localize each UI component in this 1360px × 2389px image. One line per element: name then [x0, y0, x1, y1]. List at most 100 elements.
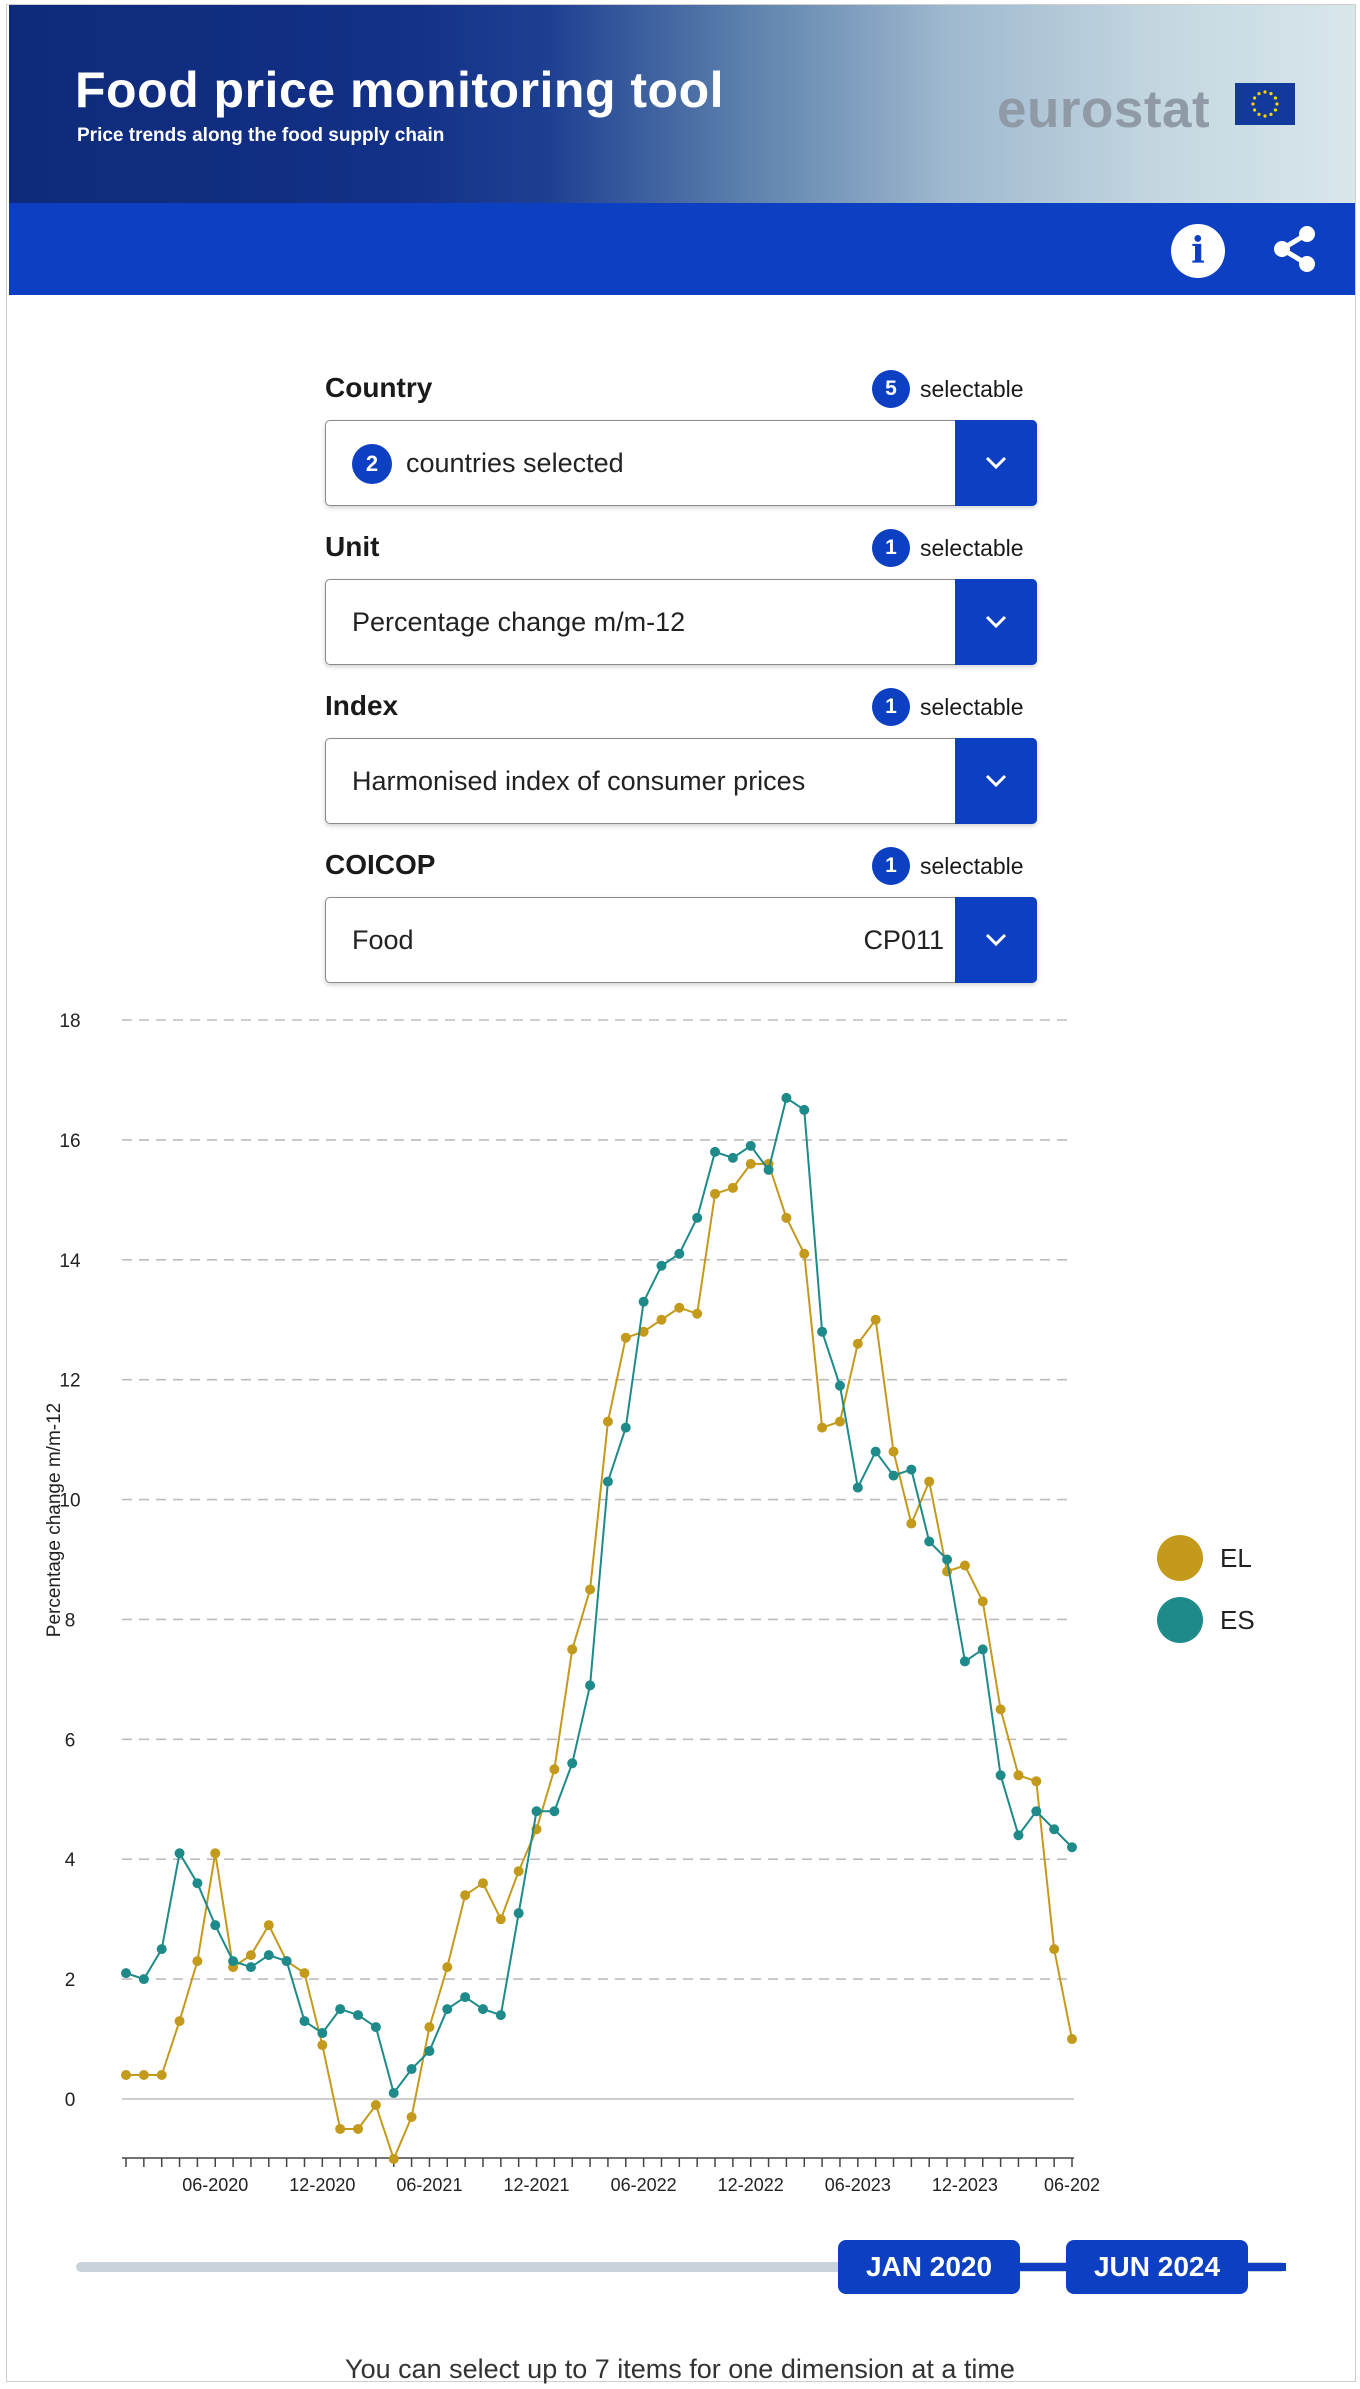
index-dropdown[interactable]: Harmonised index of consumer prices — [325, 738, 1037, 824]
data-point-EL — [852, 1338, 863, 1349]
data-point-EL — [424, 2022, 435, 2033]
timeline-end-button[interactable]: JUN 2024 — [1066, 2240, 1248, 2294]
data-point-ES — [656, 1260, 667, 1271]
data-point-EL — [263, 1920, 274, 1931]
data-point-EL — [1049, 1944, 1060, 1955]
data-point-ES — [710, 1146, 721, 1157]
index-label: Index — [325, 690, 399, 721]
coicop-code: CP011 — [863, 925, 944, 955]
country-selectable-text: selectable — [920, 376, 1024, 402]
data-point-EL — [656, 1314, 667, 1325]
data-point-EL — [388, 2153, 399, 2164]
chevron-down-icon[interactable] — [955, 420, 1037, 506]
x-tick-label: 06-2023 — [825, 2175, 891, 2195]
x-tick-label: 06-2020 — [182, 2175, 248, 2195]
y-tick-label: 10 — [59, 1491, 80, 1512]
data-point-EL — [1013, 1770, 1024, 1781]
data-point-ES — [977, 1644, 988, 1655]
data-point-ES — [924, 1536, 935, 1547]
data-point-ES — [942, 1554, 953, 1565]
data-point-ES — [263, 1950, 274, 1961]
x-tick-label: 12-2020 — [289, 2175, 355, 2195]
data-point-EL — [460, 1890, 471, 1901]
data-point-EL — [317, 2040, 328, 2051]
y-tick-label: 0 — [65, 2090, 76, 2111]
app-frame: Food price monitoring tool Price trends … — [6, 4, 1356, 2382]
data-point-ES — [460, 1992, 471, 2003]
data-point-ES — [353, 2010, 364, 2021]
info-icon[interactable]: i — [1171, 224, 1225, 278]
data-point-EL — [567, 1644, 578, 1655]
line-chart: Percentage change m/m-12 0 2 4 6 8 10 12 14 16 18… — [44, 1011, 1255, 2195]
data-point-ES — [424, 2046, 435, 2057]
data-point-ES — [442, 2004, 453, 2015]
data-point-EL — [245, 1950, 256, 1961]
data-point-EL — [602, 1416, 613, 1427]
data-point-EL — [442, 1962, 453, 1973]
data-point-ES — [727, 1152, 738, 1163]
x-tick-label: 06-202 — [1044, 2175, 1100, 2195]
data-point-EL — [745, 1158, 756, 1169]
legend-marker-EL — [1157, 1535, 1203, 1581]
unit-dropdown-value: Percentage change m/m-12 — [352, 607, 686, 637]
header-toolbar — [9, 203, 1355, 295]
data-point-ES — [245, 1962, 256, 1973]
index-selectable-count: 1 — [872, 688, 910, 726]
data-point-EL — [710, 1188, 721, 1199]
unit-dropdown[interactable]: Percentage change m/m-12 — [325, 579, 1037, 665]
data-point-ES — [1067, 1842, 1077, 1853]
x-tick-label: 12-2022 — [718, 2175, 784, 2195]
data-point-ES — [281, 1956, 292, 1967]
data-point-EL — [834, 1416, 845, 1427]
share-icon[interactable] — [1267, 221, 1323, 277]
y-tick-label: 16 — [59, 1131, 80, 1152]
eurostat-logo[interactable]: eurostat — [997, 80, 1211, 139]
data-point-ES — [228, 1956, 239, 1967]
data-point-ES — [388, 2088, 399, 2099]
country-selectable-count: 5 — [872, 370, 910, 408]
series-line-ES — [125, 1096, 1073, 2096]
country-dropdown[interactable]: 2 countries selected — [325, 420, 1037, 506]
index-dropdown-value: Harmonised index of consumer prices — [352, 766, 806, 796]
coicop-dropdown[interactable]: Food CP011 — [325, 897, 1037, 983]
data-point-EL — [192, 1956, 203, 1967]
data-point-ES — [567, 1758, 578, 1769]
header: Food price monitoring tool Price trends … — [9, 5, 1355, 295]
country-dropdown-value: countries selected — [406, 448, 624, 478]
y-tick-label: 4 — [65, 1850, 76, 1871]
chevron-down-icon[interactable] — [955, 897, 1037, 983]
timeline-track[interactable] — [76, 2262, 1286, 2272]
data-point-EL — [1031, 1776, 1042, 1787]
data-point-EL — [674, 1302, 685, 1313]
unit-selectable-text: selectable — [920, 535, 1024, 561]
y-tick-label: 2 — [65, 1970, 76, 1991]
data-point-ES — [620, 1422, 631, 1433]
data-point-ES — [638, 1296, 649, 1307]
chevron-down-icon[interactable] — [955, 738, 1037, 824]
data-point-EL — [638, 1326, 649, 1337]
data-point-EL — [781, 1212, 792, 1223]
y-tick-label: 6 — [65, 1730, 76, 1751]
data-point-EL — [495, 1914, 506, 1925]
data-point-ES — [888, 1470, 899, 1481]
data-point-EL — [138, 2070, 149, 2081]
data-point-ES — [834, 1380, 845, 1391]
data-point-ES — [406, 2064, 417, 2075]
eu-flag-icon — [1235, 83, 1295, 125]
data-point-ES — [870, 1446, 881, 1457]
x-tick-label: 12-2021 — [503, 2175, 569, 2195]
data-point-EL — [1067, 2034, 1077, 2045]
data-point-EL — [210, 1848, 221, 1859]
data-point-ES — [210, 1920, 221, 1931]
data-point-ES — [959, 1656, 970, 1667]
y-axis-label: Percentage change m/m-12 — [44, 1403, 65, 1637]
data-point-ES — [852, 1482, 863, 1493]
timeline-start-button[interactable]: JAN 2020 — [838, 2240, 1020, 2294]
legend-label-EL: EL — [1220, 1543, 1252, 1573]
footer-hint: You can select up to 7 items for one dim… — [345, 2354, 1015, 2384]
chevron-down-icon[interactable] — [955, 579, 1037, 665]
data-point-ES — [174, 1848, 185, 1859]
data-point-ES — [531, 1806, 542, 1817]
y-tick-label: 18 — [59, 1011, 80, 1032]
data-point-EL — [370, 2099, 381, 2110]
